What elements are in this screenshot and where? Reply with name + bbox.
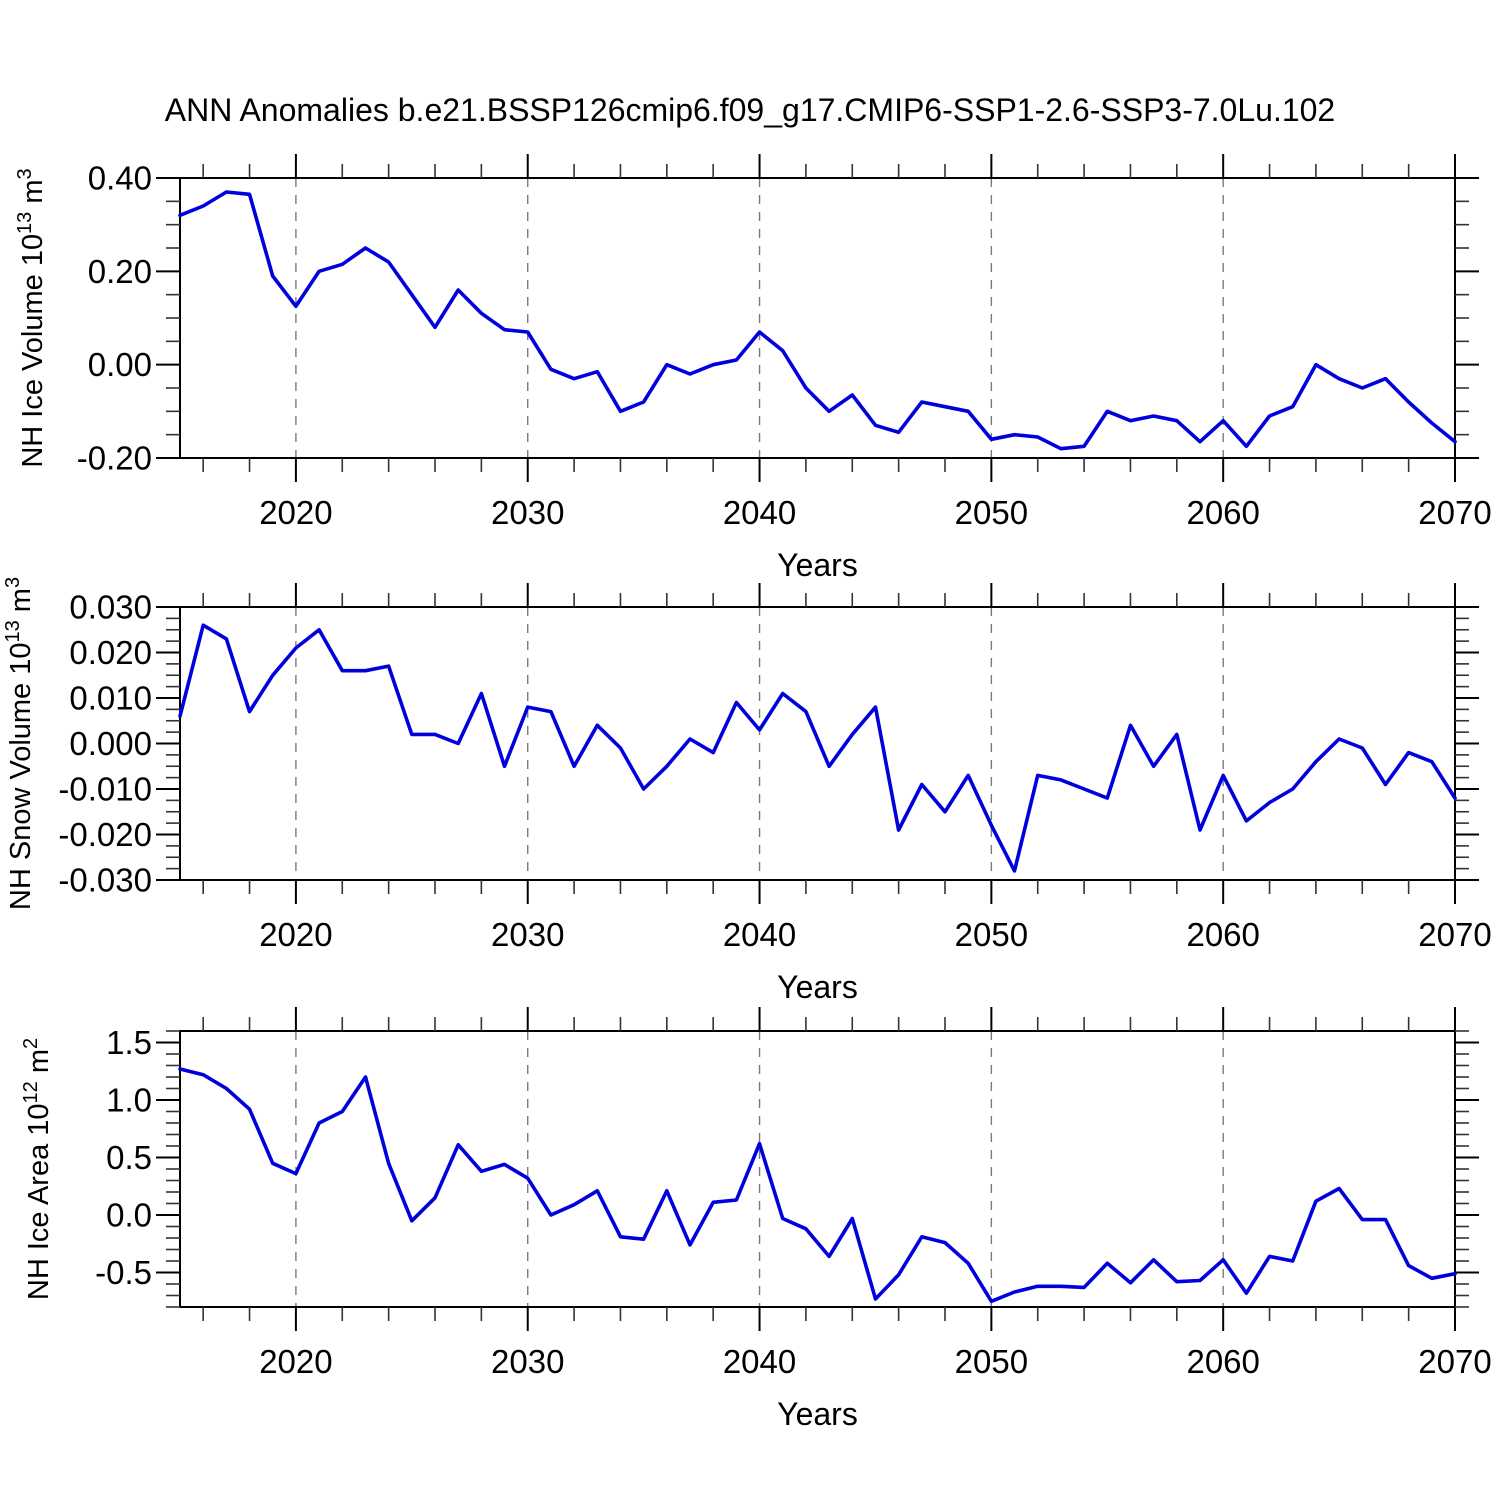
y-axis-title-text: m bbox=[5, 588, 37, 620]
y-tick-label: 0.010 bbox=[69, 680, 152, 717]
x-tick-label: 2050 bbox=[955, 1343, 1028, 1380]
y-axis-title-superscript: 3 bbox=[14, 168, 36, 179]
y-tick-label: 1.5 bbox=[106, 1024, 152, 1061]
y-axis-title-superscript: 2 bbox=[20, 1038, 42, 1049]
x-tick-label: 2040 bbox=[723, 1343, 796, 1380]
x-tick-label: 2050 bbox=[955, 494, 1028, 531]
x-tick-label: 2070 bbox=[1418, 916, 1491, 953]
y-tick-label: 0.0 bbox=[106, 1197, 152, 1234]
x-tick-label: 2040 bbox=[723, 494, 796, 531]
figure-title: ANN Anomalies b.e21.BSSP126cmip6.f09_g17… bbox=[164, 92, 1336, 128]
plot-frame bbox=[179, 177, 1456, 459]
y-tick-label: 0.40 bbox=[88, 160, 152, 197]
y-axis-title-superscript: 13 bbox=[14, 212, 36, 234]
y-tick-label: 0.00 bbox=[88, 346, 152, 383]
x-axis-title: Years bbox=[777, 1396, 858, 1432]
x-tick-label: 2070 bbox=[1418, 1343, 1491, 1380]
y-axis-title-text: NH Ice Volume 10 bbox=[17, 234, 49, 468]
y-tick-label: -0.5 bbox=[95, 1254, 152, 1291]
y-axis-title-text: NH Snow Volume 10 bbox=[5, 643, 37, 911]
y-tick-label: 0.5 bbox=[106, 1139, 152, 1176]
y-axis-title-text: NH Ice Area 10 bbox=[23, 1103, 55, 1300]
x-tick-label: 2030 bbox=[491, 1343, 564, 1380]
y-axis-title: NH Ice Area 1012 m2 bbox=[20, 1038, 55, 1300]
chart-nh-snow-volume: 2020 2030 2040 2050 2060 2070 0.030 0.020 0.010 0… bbox=[2, 577, 1492, 1005]
y-tick-label: 0.000 bbox=[69, 725, 152, 762]
x-axis-title: Years bbox=[777, 547, 858, 583]
y-axis-title-text: m bbox=[17, 179, 49, 211]
chart-nh-ice-area: 2020 2030 2040 2050 2060 2070 1.5 1.0 0.5 0.0 -0.5… bbox=[20, 1007, 1492, 1432]
x-tick-label: 2030 bbox=[491, 494, 564, 531]
x-tick-label: 2030 bbox=[491, 916, 564, 953]
y-tick-label: -0.030 bbox=[58, 862, 152, 899]
y-axis-title-text: m bbox=[23, 1049, 55, 1081]
y-axis-title-superscript: 13 bbox=[2, 620, 24, 642]
x-axis-title: Years bbox=[777, 969, 858, 1005]
y-axis-title: NH Ice Volume 1013 m3 bbox=[14, 168, 49, 467]
y-tick-label: 0.20 bbox=[88, 253, 152, 290]
y-tick-label: 0.020 bbox=[69, 634, 152, 671]
chart-nh-ice-volume: 2020 2030 2040 2050 2060 2070 0.40 0.20 0.00 -0.2… bbox=[14, 154, 1492, 583]
x-tick-label: 2050 bbox=[955, 916, 1028, 953]
x-tick-label: 2060 bbox=[1186, 494, 1259, 531]
x-tick-label: 2020 bbox=[259, 916, 332, 953]
x-tick-label: 2020 bbox=[259, 494, 332, 531]
x-tick-label: 2020 bbox=[259, 1343, 332, 1380]
x-tick-label: 2060 bbox=[1186, 916, 1259, 953]
data-series-line bbox=[178, 1067, 1457, 1304]
y-tick-label: 1.0 bbox=[106, 1082, 152, 1119]
x-tick-label: 2040 bbox=[723, 916, 796, 953]
y-axis-title-superscript: 3 bbox=[2, 577, 24, 588]
y-axis-title-superscript: 12 bbox=[20, 1081, 42, 1103]
y-tick-label: 0.030 bbox=[69, 589, 152, 626]
x-tick-label: 2060 bbox=[1186, 1343, 1259, 1380]
data-series-line bbox=[178, 190, 1457, 451]
x-tick-label: 2070 bbox=[1418, 494, 1491, 531]
data-series-line bbox=[178, 623, 1457, 873]
y-tick-label: -0.20 bbox=[77, 440, 152, 477]
y-tick-label: -0.010 bbox=[58, 771, 152, 808]
y-tick-label: -0.020 bbox=[58, 816, 152, 853]
y-axis-title: NH Snow Volume 1013 m3 bbox=[2, 577, 37, 910]
